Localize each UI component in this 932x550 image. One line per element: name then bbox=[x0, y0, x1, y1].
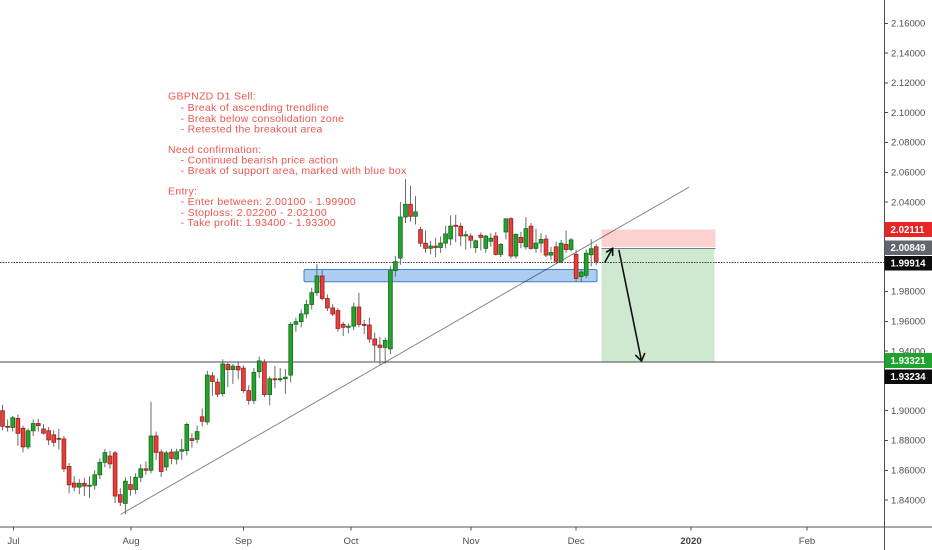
svg-text:- Break of support area, marke: - Break of support area, marked with blu… bbox=[181, 165, 407, 177]
svg-text:2.02111: 2.02111 bbox=[891, 225, 926, 236]
svg-text:2.12000: 2.12000 bbox=[891, 78, 925, 89]
svg-text:1.93321: 1.93321 bbox=[891, 356, 927, 367]
svg-text:1.93234: 1.93234 bbox=[891, 372, 927, 383]
svg-text:- Break of ascending trendline: - Break of ascending trendline bbox=[181, 102, 330, 114]
svg-text:- Continued bearish price acti: - Continued bearish price action bbox=[181, 155, 339, 167]
svg-text:Aug: Aug bbox=[122, 536, 139, 547]
svg-text:2.00849: 2.00849 bbox=[891, 243, 927, 254]
svg-text:Sep: Sep bbox=[235, 536, 252, 547]
svg-text:- Stoploss: 2.02200 - 2.02100: - Stoploss: 2.02200 - 2.02100 bbox=[181, 207, 327, 219]
svg-text:1.88000: 1.88000 bbox=[891, 436, 925, 447]
svg-text:2.10000: 2.10000 bbox=[891, 108, 925, 119]
svg-text:1.90000: 1.90000 bbox=[891, 406, 925, 417]
svg-text:1.86000: 1.86000 bbox=[891, 466, 925, 477]
svg-text:1.94000: 1.94000 bbox=[891, 346, 925, 357]
svg-text:1.98000: 1.98000 bbox=[891, 287, 925, 298]
svg-text:- Take profit: 1.93400 - 1.933: - Take profit: 1.93400 - 1.93300 bbox=[181, 217, 336, 229]
svg-text:2.14000: 2.14000 bbox=[891, 48, 925, 59]
svg-text:Dec: Dec bbox=[568, 536, 585, 547]
svg-text:Oct: Oct bbox=[344, 536, 359, 547]
svg-text:Entry:: Entry: bbox=[168, 186, 197, 198]
svg-text:2.04000: 2.04000 bbox=[891, 197, 925, 208]
svg-text:1.96000: 1.96000 bbox=[891, 317, 925, 328]
svg-text:2.08000: 2.08000 bbox=[891, 138, 925, 149]
svg-text:Need confirmation:: Need confirmation: bbox=[168, 144, 262, 156]
svg-text:1.84000: 1.84000 bbox=[891, 495, 925, 506]
svg-text:Feb: Feb bbox=[799, 536, 816, 547]
svg-text:2020: 2020 bbox=[680, 536, 701, 547]
svg-text:2.16000: 2.16000 bbox=[891, 19, 925, 30]
svg-text:- Retested the breakout area: - Retested the breakout area bbox=[181, 123, 323, 135]
svg-text:GBPNZD D1 Sell:: GBPNZD D1 Sell: bbox=[168, 91, 256, 103]
svg-text:- Enter between: 2.00100 - 1.9: - Enter between: 2.00100 - 1.99900 bbox=[181, 196, 356, 208]
svg-text:1.99914: 1.99914 bbox=[891, 259, 927, 270]
svg-text:Jul: Jul bbox=[7, 536, 19, 547]
svg-text:- Break below consolidation zo: - Break below consolidation zone bbox=[181, 113, 345, 125]
svg-text:2.06000: 2.06000 bbox=[891, 168, 925, 179]
svg-text:Nov: Nov bbox=[462, 536, 479, 547]
